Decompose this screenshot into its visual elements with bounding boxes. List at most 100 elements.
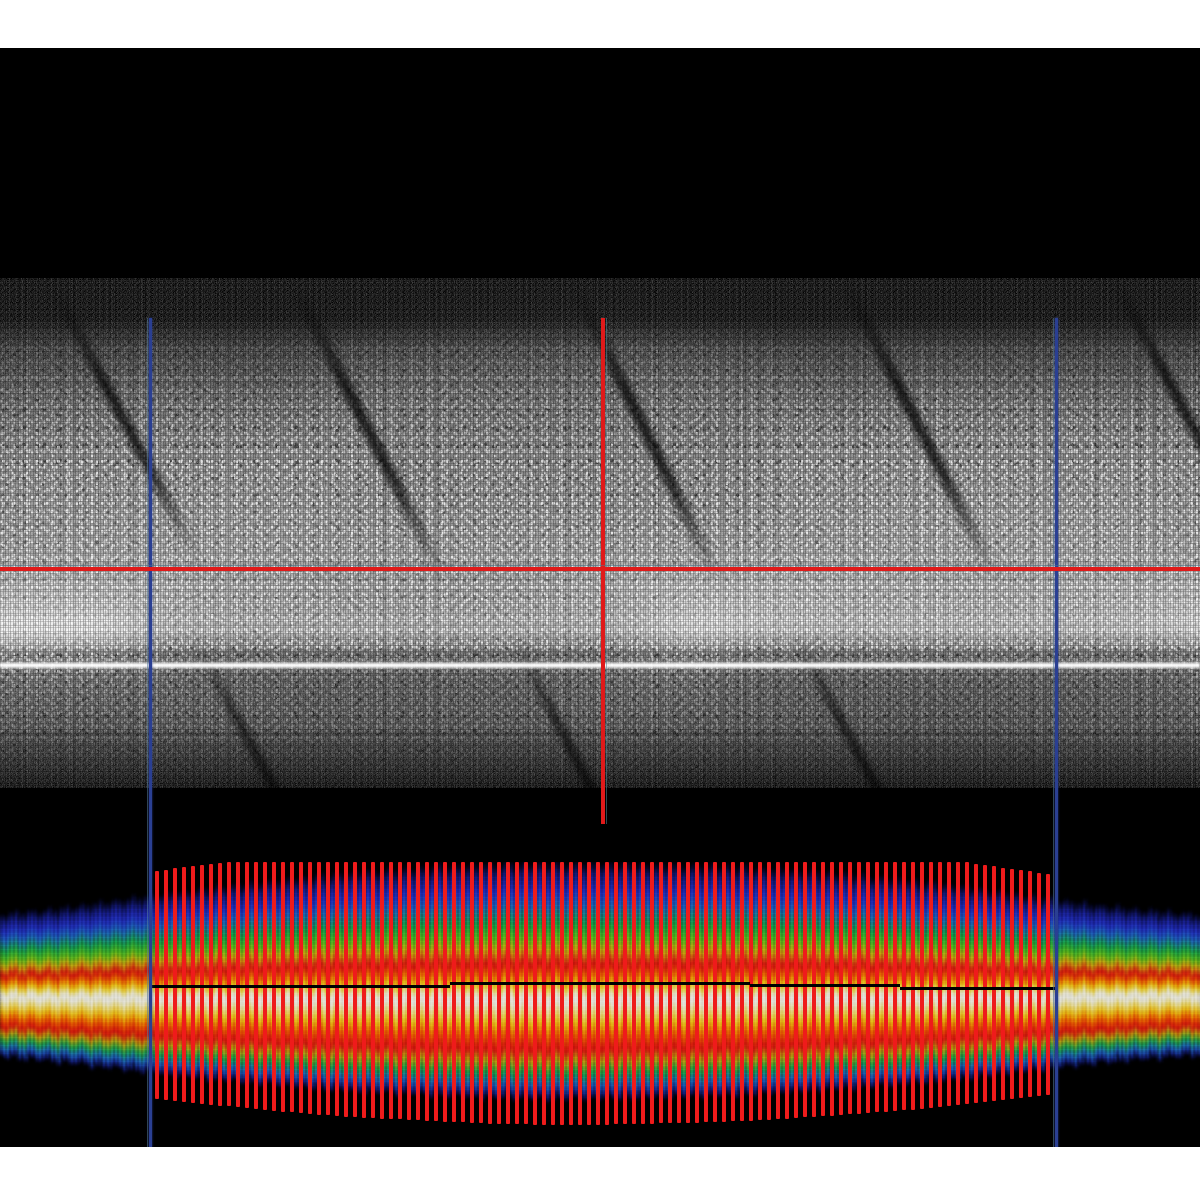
measurement-tick[interactable] xyxy=(218,862,222,1106)
measurement-tick[interactable] xyxy=(866,862,870,1113)
measurement-tick[interactable] xyxy=(362,862,366,1118)
spectrum-slice xyxy=(690,864,694,1097)
measurement-tick[interactable] xyxy=(335,862,339,1116)
measurement-tick[interactable] xyxy=(380,862,384,1119)
measurement-tick[interactable] xyxy=(992,866,996,1102)
measurement-tick[interactable] xyxy=(452,862,456,1122)
measurement-tick[interactable] xyxy=(668,862,672,1124)
measurement-tick[interactable] xyxy=(578,862,582,1125)
measurement-tick[interactable] xyxy=(524,862,528,1125)
measurement-tick[interactable] xyxy=(551,862,555,1125)
measurement-tick[interactable] xyxy=(659,862,663,1124)
measurement-tick[interactable] xyxy=(605,862,609,1125)
measurement-tick[interactable] xyxy=(425,862,429,1121)
measurement-tick[interactable] xyxy=(569,862,573,1125)
measurement-tick[interactable] xyxy=(857,862,861,1114)
measurement-tick[interactable] xyxy=(911,862,915,1110)
measurement-tick[interactable] xyxy=(470,862,474,1123)
measurement-tick[interactable] xyxy=(497,862,501,1124)
measurement-tick[interactable] xyxy=(740,862,744,1121)
measurement-tick[interactable] xyxy=(1001,867,1005,1101)
measurement-tick[interactable] xyxy=(974,863,978,1104)
measurement-tick[interactable] xyxy=(371,862,375,1119)
measurement-tick[interactable] xyxy=(488,862,492,1124)
measurement-tick[interactable] xyxy=(434,862,438,1122)
measurement-tick[interactable] xyxy=(416,862,420,1121)
measurement-tick[interactable] xyxy=(920,862,924,1109)
measurement-tick[interactable] xyxy=(1019,870,1023,1098)
measurement-tick[interactable] xyxy=(1046,873,1050,1095)
measurement-tick[interactable] xyxy=(722,862,726,1122)
measurement-tick[interactable] xyxy=(326,862,330,1116)
measurement-tick[interactable] xyxy=(191,866,195,1104)
measurement-tick[interactable] xyxy=(182,867,186,1103)
sample-gate-line-right[interactable] xyxy=(1055,318,1058,1147)
measurement-tick[interactable] xyxy=(704,862,708,1123)
measurement-tick[interactable] xyxy=(839,862,843,1115)
measurement-tick[interactable] xyxy=(407,862,411,1120)
measurement-tick[interactable] xyxy=(623,862,627,1125)
measurement-tick[interactable] xyxy=(596,862,600,1125)
measurement-tick[interactable] xyxy=(227,862,231,1107)
measurement-tick[interactable] xyxy=(389,862,393,1120)
measurement-tick[interactable] xyxy=(938,862,942,1107)
measurement-tick[interactable] xyxy=(245,862,249,1109)
measurement-tick[interactable] xyxy=(650,862,654,1124)
measurement-tick[interactable] xyxy=(200,865,204,1104)
measurement-tick[interactable] xyxy=(209,864,213,1105)
measurement-tick[interactable] xyxy=(632,862,636,1124)
measurement-tick[interactable] xyxy=(902,862,906,1111)
measurement-tick[interactable] xyxy=(803,862,807,1118)
measurement-tick[interactable] xyxy=(767,862,771,1120)
measurement-tick[interactable] xyxy=(983,865,987,1103)
measurement-tick[interactable] xyxy=(542,862,546,1125)
measurement-tick[interactable] xyxy=(560,862,564,1125)
measurement-tick[interactable] xyxy=(461,862,465,1123)
measurement-tick[interactable] xyxy=(641,862,645,1124)
measurement-tick[interactable] xyxy=(686,862,690,1123)
measurement-tick[interactable] xyxy=(1028,871,1032,1097)
measurement-tick[interactable] xyxy=(776,862,780,1120)
measurement-tick[interactable] xyxy=(965,862,969,1105)
measurement-tick[interactable] xyxy=(731,862,735,1122)
measurement-tick[interactable] xyxy=(164,869,168,1101)
measurement-tick[interactable] xyxy=(749,862,753,1121)
measurement-tick[interactable] xyxy=(398,862,402,1120)
sample-gate-line-left[interactable] xyxy=(149,318,152,1147)
measurement-tick[interactable] xyxy=(515,862,519,1125)
measurement-tick[interactable] xyxy=(587,862,591,1125)
measurement-tick[interactable] xyxy=(884,862,888,1112)
measurement-tick[interactable] xyxy=(614,862,618,1125)
measurement-tick[interactable] xyxy=(479,862,483,1124)
measurement-tick[interactable] xyxy=(173,868,177,1102)
measurement-tick[interactable] xyxy=(353,862,357,1118)
crosshair-vertical[interactable] xyxy=(601,318,605,824)
measurement-tick[interactable] xyxy=(155,870,159,1100)
measurement-tick[interactable] xyxy=(713,862,717,1123)
measurement-tick[interactable] xyxy=(533,862,537,1125)
measurement-tick[interactable] xyxy=(443,862,447,1122)
measurement-tick[interactable] xyxy=(758,862,762,1121)
measurement-tick[interactable] xyxy=(506,862,510,1124)
measurement-tick[interactable] xyxy=(236,862,240,1108)
measurement-tick[interactable] xyxy=(830,862,834,1116)
measurement-tick[interactable] xyxy=(794,862,798,1119)
measurement-tick[interactable] xyxy=(956,862,960,1106)
measurement-tick[interactable] xyxy=(947,862,951,1107)
measurement-tick[interactable] xyxy=(1010,868,1014,1099)
measurement-tick[interactable] xyxy=(695,862,699,1123)
spectrum-slice xyxy=(135,899,139,1073)
measurement-tick[interactable] xyxy=(848,862,852,1115)
measurement-tick[interactable] xyxy=(344,862,348,1117)
measurement-tick[interactable] xyxy=(929,862,933,1108)
measurement-tick[interactable] xyxy=(1037,872,1041,1096)
measurement-tick[interactable] xyxy=(812,862,816,1117)
measurement-tick[interactable] xyxy=(317,862,321,1115)
spectrum-slice xyxy=(744,862,748,1091)
measurement-tick[interactable] xyxy=(875,862,879,1113)
crosshair-horizontal[interactable] xyxy=(0,567,1200,571)
measurement-tick[interactable] xyxy=(821,862,825,1117)
measurement-tick[interactable] xyxy=(677,862,681,1123)
spectrum-slice xyxy=(39,912,43,1063)
measurement-tick[interactable] xyxy=(785,862,789,1119)
